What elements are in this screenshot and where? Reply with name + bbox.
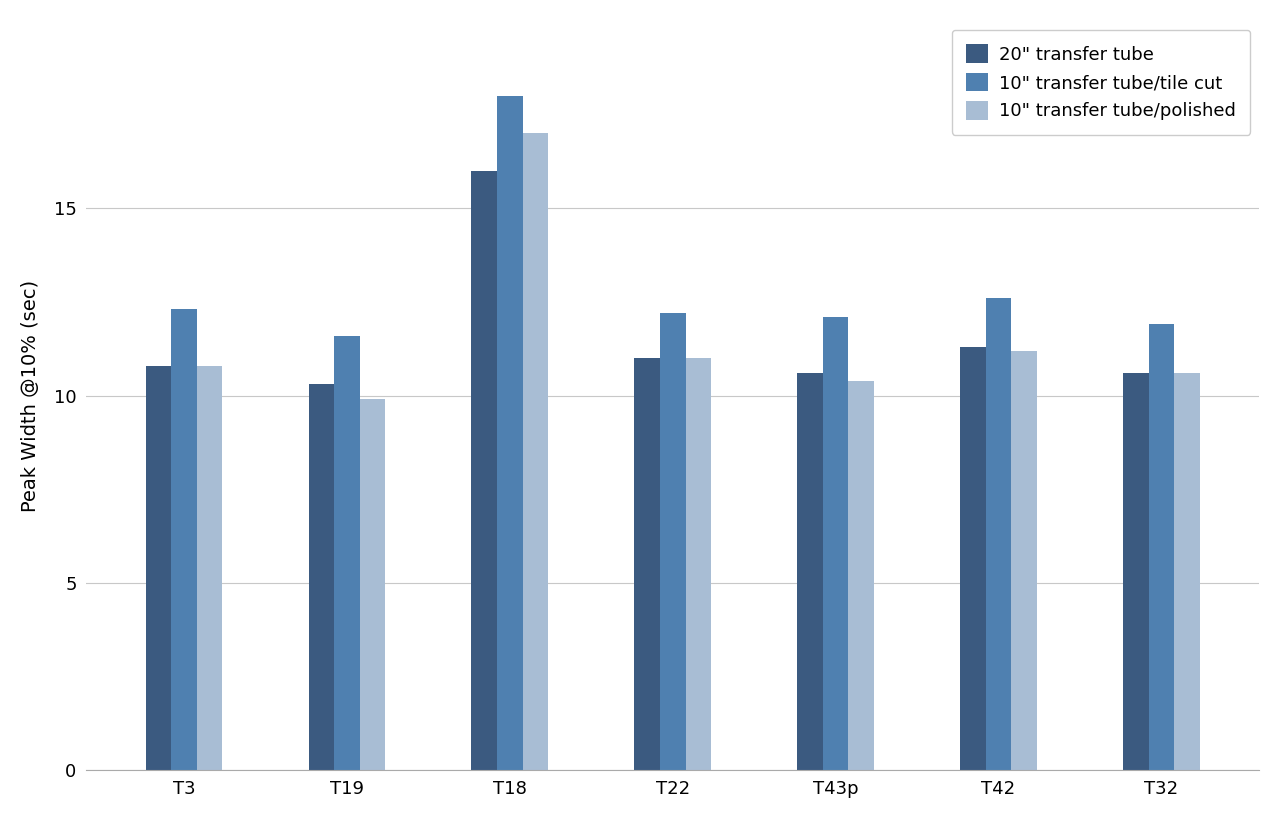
Bar — [1174, 373, 1199, 771]
Bar — [849, 381, 874, 771]
Y-axis label: Peak Width @10% (sec): Peak Width @10% (sec) — [20, 279, 40, 512]
Bar — [660, 313, 686, 771]
Bar — [686, 358, 712, 771]
Bar — [146, 365, 172, 771]
Bar — [471, 170, 497, 771]
Bar — [497, 96, 522, 771]
Legend: 20" transfer tube, 10" transfer tube/tile cut, 10" transfer tube/polished: 20" transfer tube, 10" transfer tube/til… — [952, 29, 1251, 135]
Bar — [1148, 324, 1174, 771]
Bar — [522, 133, 548, 771]
Bar — [960, 347, 986, 771]
Bar — [334, 336, 360, 771]
Bar — [986, 298, 1011, 771]
Bar — [797, 373, 823, 771]
Bar — [172, 310, 197, 771]
Bar — [197, 365, 223, 771]
Bar — [1011, 351, 1037, 771]
Bar — [308, 384, 334, 771]
Bar — [360, 400, 385, 771]
Bar — [635, 358, 660, 771]
Bar — [1123, 373, 1148, 771]
Bar — [823, 317, 849, 771]
